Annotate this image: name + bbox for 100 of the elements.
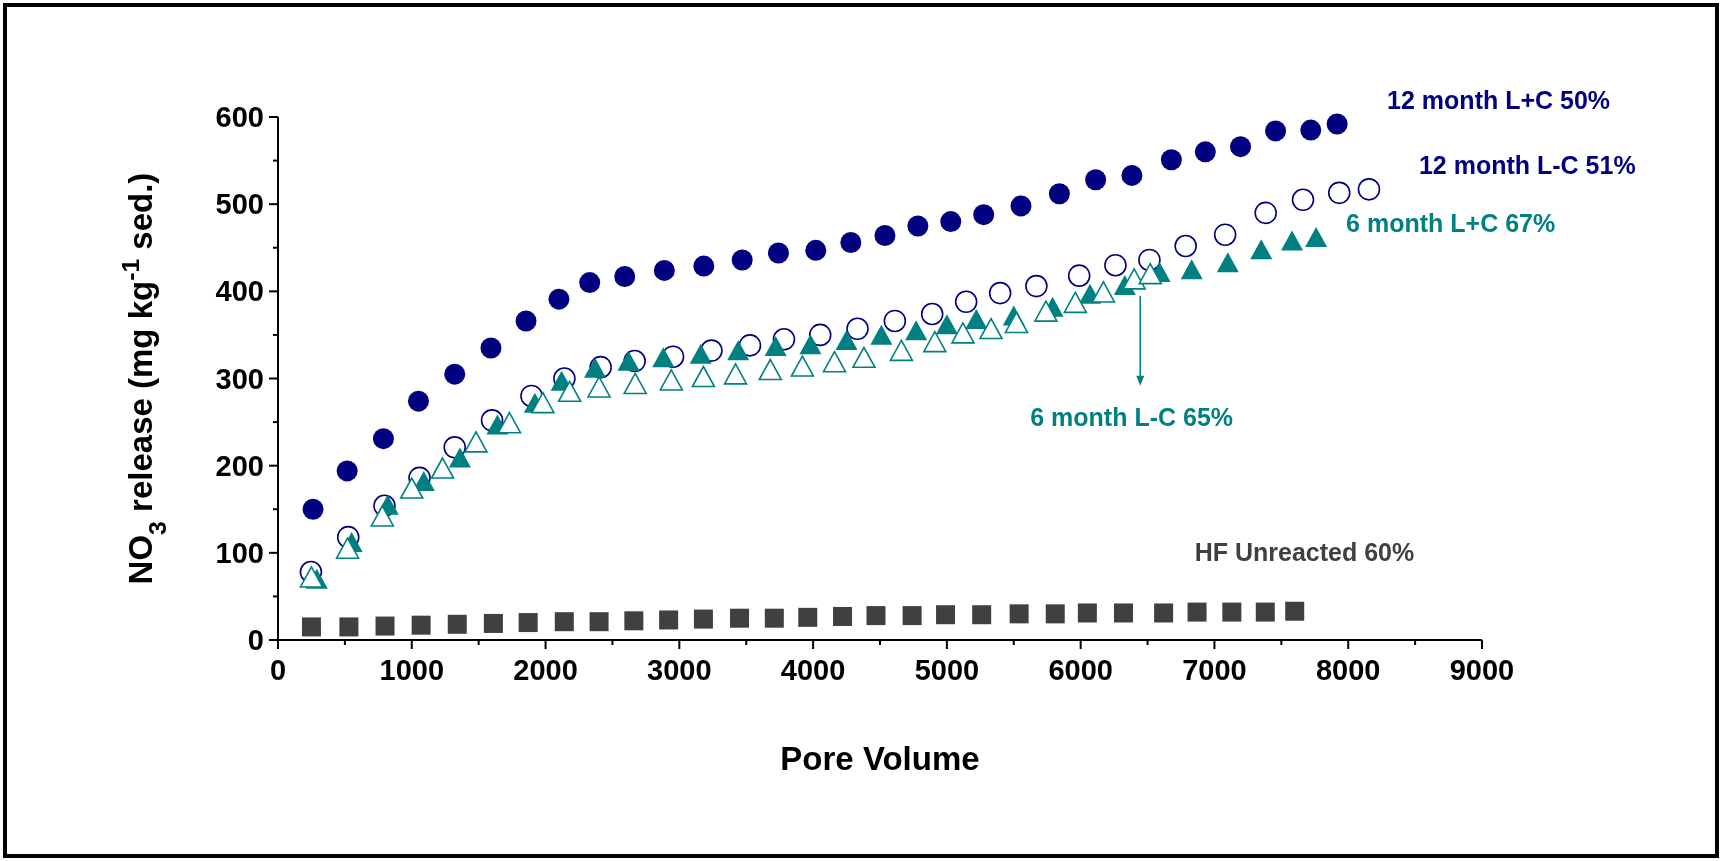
series-label: 12 month L-C 51% bbox=[1418, 151, 1636, 180]
point bbox=[1009, 604, 1029, 624]
point bbox=[979, 317, 1003, 340]
point bbox=[483, 613, 503, 633]
point bbox=[1230, 136, 1252, 158]
point bbox=[554, 612, 574, 632]
point bbox=[840, 232, 862, 254]
point bbox=[866, 606, 886, 626]
x-tick-label: 5000 bbox=[914, 654, 980, 686]
point bbox=[767, 242, 789, 264]
point bbox=[1357, 178, 1381, 201]
point bbox=[920, 302, 944, 326]
point bbox=[579, 272, 601, 294]
x-tick-label: 4000 bbox=[780, 654, 846, 686]
point bbox=[518, 613, 538, 633]
point bbox=[738, 334, 762, 357]
point bbox=[1255, 602, 1275, 622]
point bbox=[557, 380, 582, 403]
point bbox=[852, 346, 876, 369]
point bbox=[1077, 603, 1097, 623]
point bbox=[1104, 253, 1127, 277]
y-tick-label: 100 bbox=[215, 536, 264, 569]
point bbox=[1180, 259, 1203, 280]
y-tick-label: 600 bbox=[215, 101, 264, 133]
point bbox=[988, 281, 1012, 305]
point bbox=[1194, 141, 1216, 163]
point bbox=[617, 350, 640, 371]
point bbox=[1327, 181, 1351, 205]
point bbox=[372, 428, 394, 450]
point bbox=[935, 314, 958, 335]
point bbox=[1281, 230, 1304, 251]
series-label: HF Unreacted 60% bbox=[1194, 538, 1415, 567]
point bbox=[822, 350, 847, 373]
point bbox=[375, 616, 395, 636]
point bbox=[870, 324, 893, 345]
point bbox=[464, 431, 488, 453]
point bbox=[954, 290, 978, 314]
point bbox=[833, 606, 853, 626]
point bbox=[923, 330, 947, 353]
point bbox=[447, 614, 467, 634]
point bbox=[1025, 274, 1048, 298]
point bbox=[1326, 113, 1348, 135]
point bbox=[883, 309, 907, 333]
point bbox=[693, 609, 713, 629]
point bbox=[623, 372, 647, 395]
point bbox=[1300, 119, 1322, 141]
point bbox=[1305, 227, 1328, 248]
point bbox=[548, 288, 570, 310]
point bbox=[1222, 602, 1242, 622]
x-tick-label: 7000 bbox=[1182, 654, 1247, 686]
point bbox=[1063, 291, 1088, 314]
point bbox=[1250, 239, 1273, 260]
point bbox=[808, 323, 832, 347]
x-tick-label: 2000 bbox=[513, 654, 578, 686]
point bbox=[790, 355, 815, 377]
point bbox=[336, 460, 358, 482]
point bbox=[730, 608, 750, 628]
y-tick-label: 200 bbox=[215, 449, 264, 482]
point bbox=[335, 537, 360, 560]
point bbox=[430, 457, 455, 479]
point bbox=[659, 369, 684, 391]
series-label: 6 month L+C 67% bbox=[1346, 209, 1556, 238]
point bbox=[940, 211, 962, 233]
point bbox=[936, 605, 956, 625]
x-tick-label: 3000 bbox=[647, 654, 712, 686]
point bbox=[1091, 281, 1116, 303]
point bbox=[951, 322, 975, 344]
point bbox=[764, 335, 787, 356]
point bbox=[889, 339, 914, 362]
point bbox=[1048, 183, 1070, 205]
point bbox=[370, 505, 395, 527]
point bbox=[531, 391, 555, 414]
point bbox=[1067, 264, 1091, 287]
y-tick-label: 500 bbox=[215, 188, 264, 221]
point bbox=[1004, 311, 1029, 334]
point bbox=[1010, 195, 1032, 217]
point bbox=[902, 606, 922, 626]
point bbox=[652, 347, 675, 368]
point bbox=[587, 376, 611, 398]
point bbox=[1285, 601, 1305, 621]
point bbox=[1187, 602, 1207, 622]
point bbox=[589, 612, 609, 632]
y-tick-label: 400 bbox=[215, 275, 264, 308]
point bbox=[798, 607, 818, 627]
point bbox=[302, 498, 324, 520]
point bbox=[723, 363, 748, 385]
point bbox=[339, 617, 359, 637]
point bbox=[444, 363, 466, 385]
point bbox=[1122, 268, 1146, 290]
point bbox=[1138, 262, 1163, 285]
point bbox=[965, 308, 988, 329]
x-tick-label: 0 bbox=[269, 654, 287, 686]
point bbox=[653, 259, 675, 281]
point bbox=[972, 605, 992, 625]
point bbox=[905, 320, 928, 341]
point bbox=[1034, 300, 1058, 322]
point bbox=[399, 477, 424, 499]
point bbox=[907, 215, 929, 237]
point bbox=[1160, 149, 1182, 171]
point bbox=[846, 317, 869, 341]
